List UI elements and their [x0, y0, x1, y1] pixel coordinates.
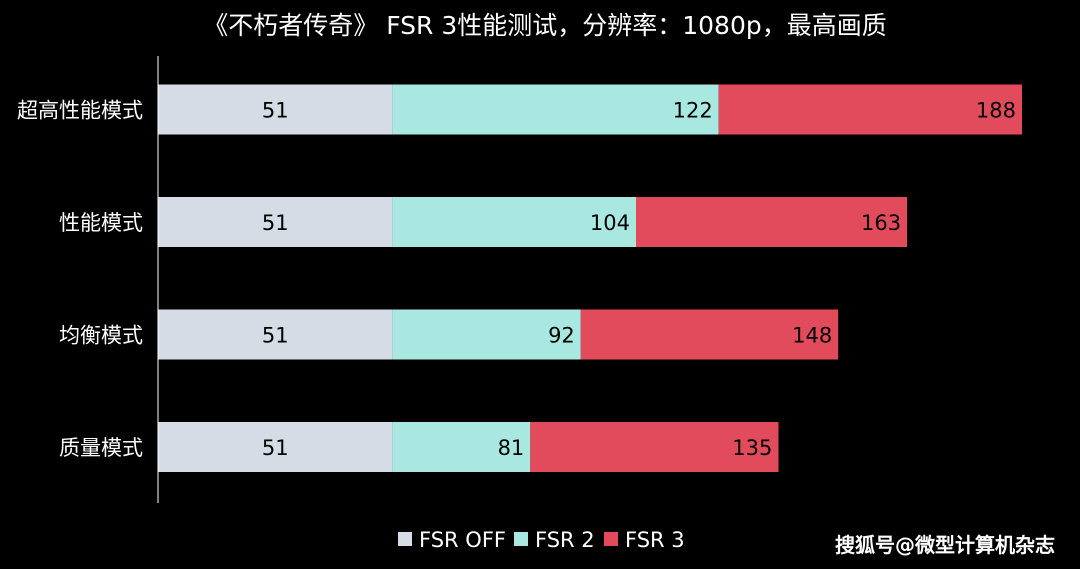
- data-label-fsr-3-2: 148: [792, 324, 832, 348]
- legend: FSR OFF FSR 2 FSR 3: [398, 528, 685, 552]
- data-label-fsr-3-1: 163: [861, 211, 901, 235]
- chart-title: 《不朽者传奇》 FSR 3性能测试，分辨率：1080p，最高画质: [203, 11, 886, 40]
- bar-fsr-off-0: [158, 84, 393, 135]
- bar-fsr-off-3: [158, 422, 393, 472]
- watermark-text: 搜狐号@微型计算机杂志: [835, 533, 1055, 557]
- data-label-fsr-2-0: 122: [673, 99, 713, 123]
- data-label-fsr-off-1: 51: [262, 211, 289, 235]
- data-label-fsr-2-1: 104: [590, 211, 630, 235]
- legend-swatch-fsr-off: [398, 532, 412, 546]
- data-label-fsr-off-3: 51: [262, 436, 289, 460]
- data-label-fsr-2-2: 92: [548, 324, 575, 348]
- bar-fsr-off-2: [158, 309, 393, 360]
- legend-label-fsr-2: FSR 2: [535, 528, 595, 552]
- bar-fsr-2-3: [392, 422, 531, 472]
- legend-label-fsr-off: FSR OFF: [419, 528, 506, 552]
- bar-fsr-2-1: [392, 197, 636, 247]
- bar-fsr-2-2: [392, 309, 581, 360]
- data-label-fsr-2-3: 81: [498, 436, 525, 460]
- bar-fsr-2-0: [392, 84, 719, 135]
- bar-fsr-3-1: [636, 197, 908, 247]
- bar-fsr-3-0: [718, 84, 1022, 135]
- legend-label-fsr-3: FSR 3: [625, 528, 685, 552]
- legend-swatch-fsr-3: [604, 532, 618, 546]
- category-label-0: 超高性能模式: [17, 99, 143, 123]
- data-label-fsr-off-0: 51: [262, 99, 289, 123]
- data-label-fsr-3-3: 135: [732, 436, 772, 460]
- category-label-3: 质量模式: [59, 436, 143, 460]
- category-label-1: 性能模式: [59, 211, 143, 235]
- category-label-2: 均衡模式: [59, 324, 143, 348]
- legend-swatch-fsr-2: [514, 532, 528, 546]
- data-label-fsr-off-2: 51: [262, 324, 289, 348]
- bar-fsr-3-2: [580, 309, 839, 360]
- bars-layer: 51 122 188 51 104 163 51 92 148 51 81 135: [158, 84, 1022, 472]
- bar-fsr-3-3: [530, 422, 779, 472]
- bar-fsr-off-1: [158, 197, 393, 247]
- data-label-fsr-3-0: 188: [976, 99, 1016, 123]
